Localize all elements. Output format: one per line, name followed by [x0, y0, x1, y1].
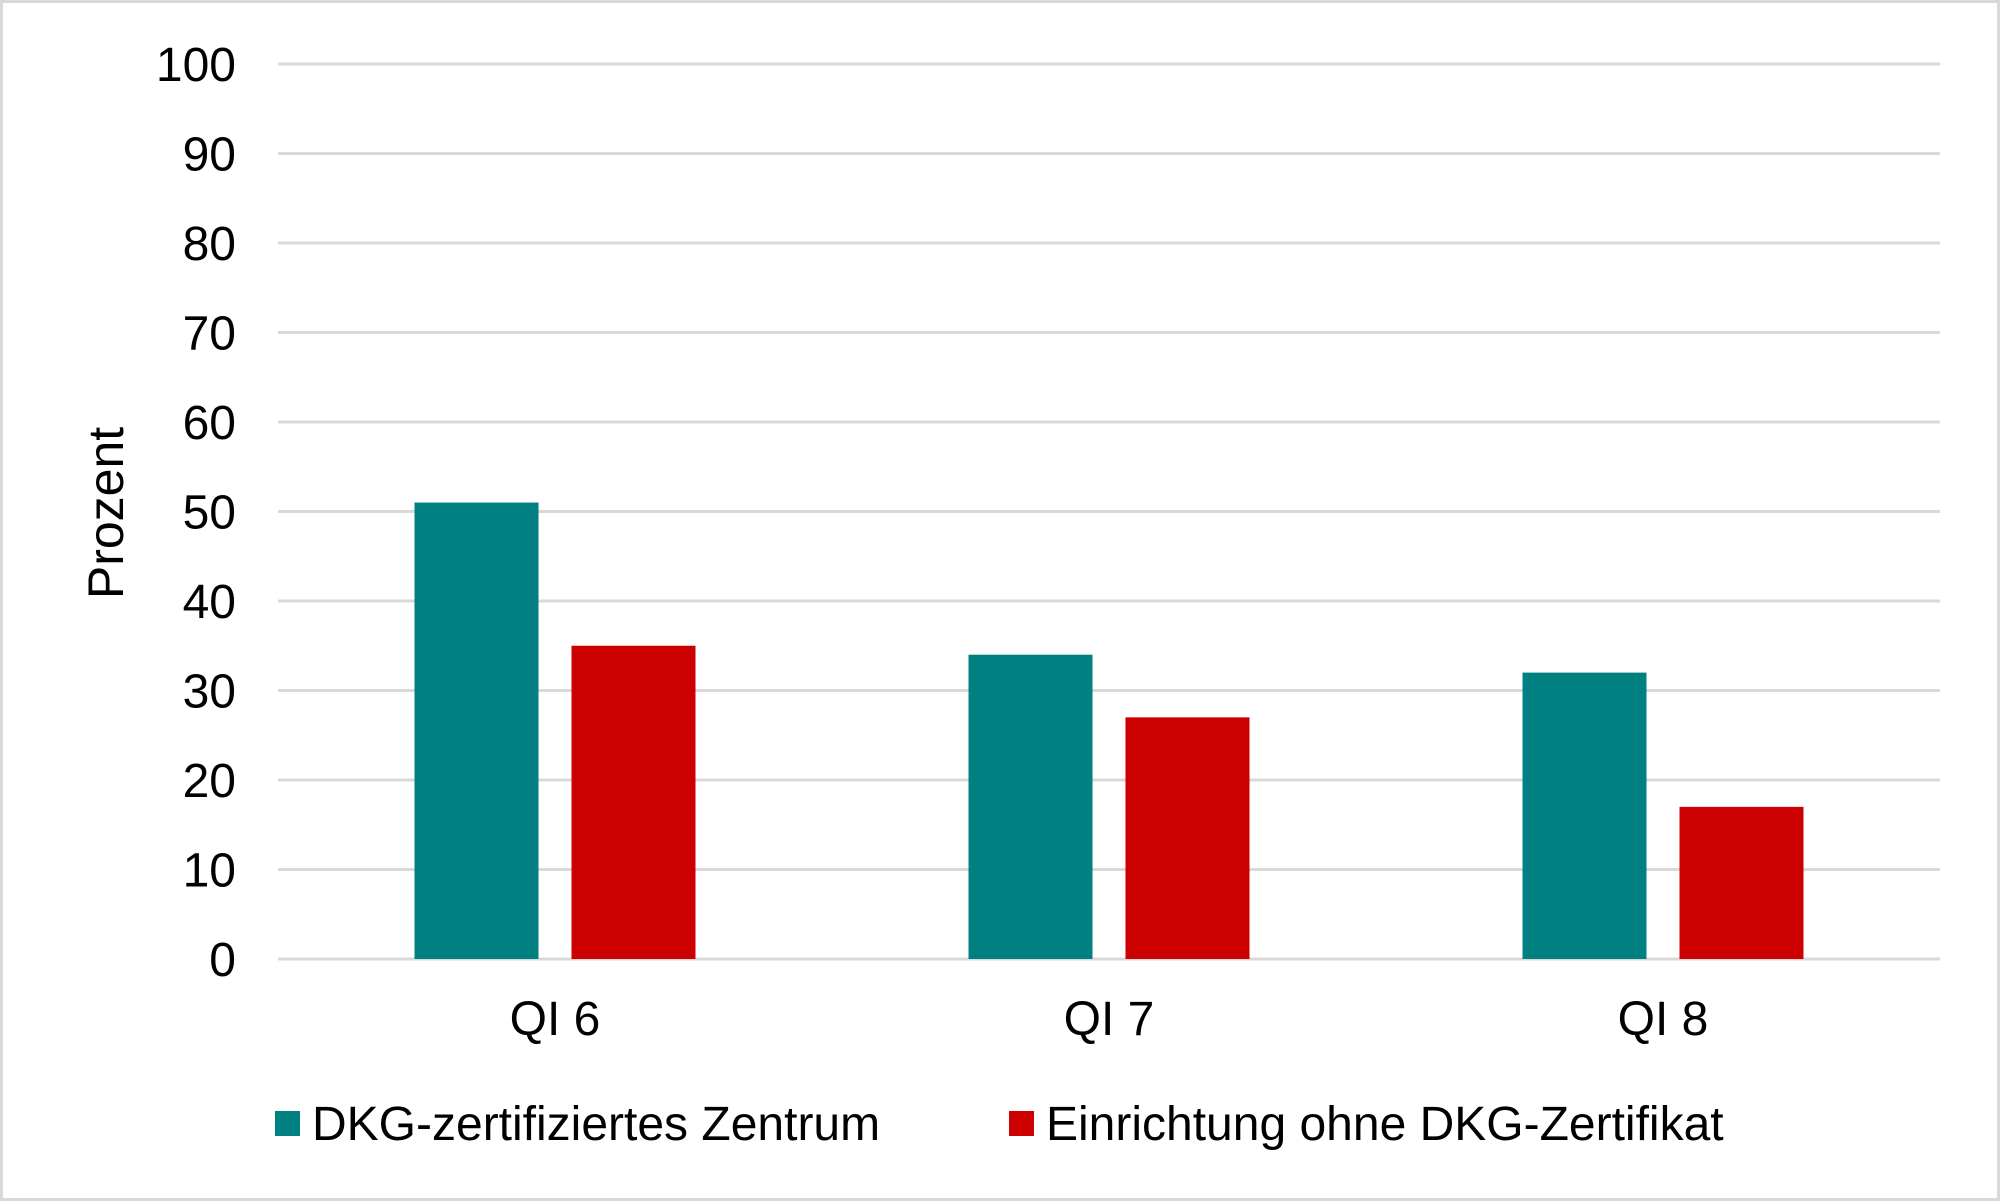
legend-swatch — [1009, 1111, 1034, 1136]
y-tick-label: 90 — [183, 129, 236, 182]
y-tick-label: 20 — [183, 755, 236, 808]
y-tick-label: 100 — [156, 39, 236, 92]
bars — [414, 502, 1804, 959]
y-tick-label: 50 — [183, 487, 236, 540]
bar-qi-7-series-2 — [1125, 717, 1250, 959]
y-axis-ticks: 0 10 20 30 40 50 60 70 80 90 100 — [156, 39, 236, 987]
y-tick-label: 70 — [183, 308, 236, 361]
bar-qi-6-series-2 — [571, 645, 696, 959]
gridlines — [278, 62, 1940, 961]
y-tick-label: 40 — [183, 576, 236, 629]
legend-swatch — [275, 1111, 300, 1136]
y-tick-label: 30 — [183, 666, 236, 719]
bar-qi-8-series-1 — [1522, 672, 1647, 959]
legend-label: DKG-zertifiziertes Zentrum — [312, 1098, 880, 1151]
y-axis-title: Prozent — [78, 427, 134, 599]
y-tick-label: 0 — [209, 934, 236, 987]
x-category-label: QI 8 — [1618, 993, 1709, 1046]
y-tick-label: 80 — [183, 218, 236, 271]
y-tick-label: 60 — [183, 397, 236, 450]
y-tick-label: 10 — [183, 845, 236, 898]
x-axis-labels: QI 6 QI 7 QI 8 — [510, 993, 1709, 1046]
x-category-label: QI 7 — [1064, 993, 1155, 1046]
x-category-label: QI 6 — [510, 993, 601, 1046]
bar-qi-6-series-1 — [414, 502, 539, 959]
bar-qi-8-series-2 — [1679, 806, 1804, 959]
bar-chart: 0 10 20 30 40 50 60 70 80 90 100 QI 6 QI 7 QI 8 Proz… — [78, 39, 1940, 1151]
legend: DKG-zertifiziertes Zentrum Einrichtung oh… — [275, 1098, 1724, 1151]
legend-label: Einrichtung ohne DKG-Zertifikat — [1046, 1098, 1724, 1151]
bar-qi-7-series-1 — [968, 654, 1093, 959]
